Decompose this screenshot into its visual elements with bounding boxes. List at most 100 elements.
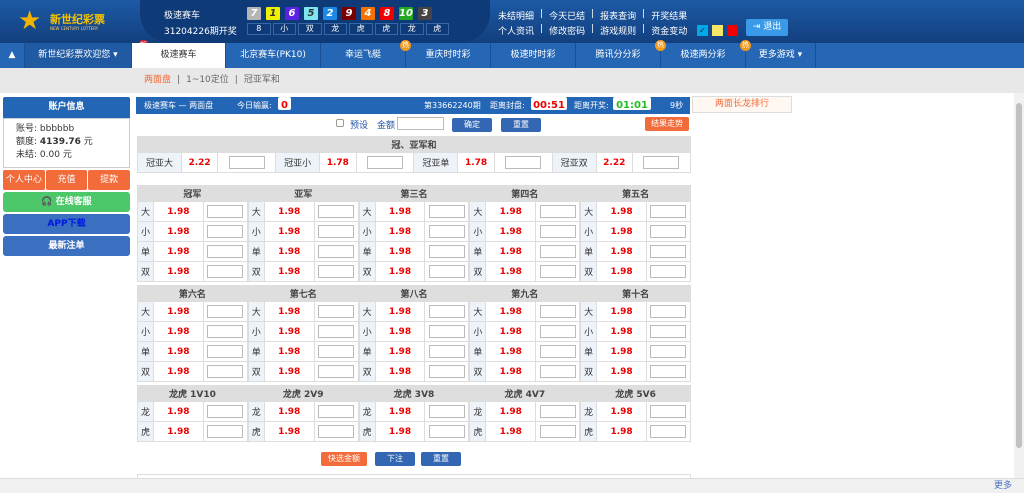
odds-value[interactable]: 1.98: [596, 261, 647, 282]
odds-value[interactable]: 1.98: [485, 361, 537, 382]
top-link[interactable]: 今天已结: [549, 12, 586, 22]
welcome-menu[interactable]: 新世纪彩票欢迎您 ▾新: [25, 40, 149, 68]
odds-value[interactable]: 1.98: [596, 301, 647, 322]
online-service-button[interactable]: 🎧 在线客服: [3, 192, 130, 212]
odds-value[interactable]: 1.98: [374, 361, 426, 382]
bet-amount-input[interactable]: [539, 305, 576, 318]
bet-amount-input[interactable]: [207, 205, 244, 218]
odds-value[interactable]: 1.98: [485, 221, 537, 242]
odds-value[interactable]: 1.98: [374, 341, 426, 362]
bet-amount-input[interactable]: [539, 225, 576, 238]
odds-value[interactable]: 1.98: [374, 401, 426, 422]
reset-bets-button[interactable]: 重置: [421, 452, 461, 466]
theme-blue-button[interactable]: ✓: [697, 25, 708, 36]
odds-value[interactable]: 1.98: [485, 321, 537, 342]
more-link[interactable]: 更多: [993, 481, 1012, 491]
odds-value[interactable]: 1.98: [374, 421, 426, 442]
odds-value[interactable]: 1.98: [263, 341, 315, 362]
bet-amount-input[interactable]: [650, 245, 687, 258]
odds-value[interactable]: 1.98: [263, 421, 315, 442]
odds-value[interactable]: 1.98: [153, 221, 204, 242]
odds-value[interactable]: 1.98: [485, 261, 537, 282]
bet-amount-input[interactable]: [539, 345, 576, 358]
odds-value[interactable]: 1.98: [596, 321, 647, 342]
preset-checkbox[interactable]: [336, 119, 344, 127]
tab-game[interactable]: 更多游戏 ▾: [746, 43, 816, 68]
bet-amount-input[interactable]: [318, 345, 355, 358]
bet-amount-input[interactable]: [318, 205, 355, 218]
bet-amount-input[interactable]: [318, 325, 355, 338]
odds-value[interactable]: 1.98: [153, 361, 204, 382]
odds-value[interactable]: 1.98: [263, 401, 315, 422]
bet-amount-input[interactable]: [428, 245, 465, 258]
quick-amount-button[interactable]: 快选金额: [321, 452, 367, 466]
bet-amount-input[interactable]: [539, 405, 576, 418]
bet-amount-input[interactable]: [539, 425, 576, 438]
bet-amount-input[interactable]: [428, 405, 465, 418]
logout-button[interactable]: ⇥ 退出: [746, 19, 788, 36]
tab-game[interactable]: 极速时时彩: [491, 43, 576, 68]
bet-amount-input[interactable]: [650, 365, 687, 378]
odds-value[interactable]: 1.98: [596, 241, 647, 262]
bet-amount-input[interactable]: [650, 425, 687, 438]
odds-value[interactable]: 1.98: [485, 401, 537, 422]
odds-value[interactable]: 1.98: [153, 321, 204, 342]
odds-value[interactable]: 1.98: [485, 421, 537, 442]
bet-amount-input[interactable]: [318, 305, 355, 318]
odds-value[interactable]: 1.98: [596, 221, 647, 242]
scrollbar[interactable]: [1014, 93, 1024, 478]
odds-value[interactable]: 1.98: [596, 201, 647, 222]
bet-amount-input[interactable]: [318, 265, 355, 278]
bet-amount-input[interactable]: [207, 425, 244, 438]
bet-amount-input[interactable]: [650, 325, 687, 338]
reset-button[interactable]: 重置: [501, 118, 541, 132]
odds-value[interactable]: 1.98: [263, 321, 315, 342]
bet-amount-input[interactable]: [650, 265, 687, 278]
subnav-link[interactable]: 1~10定位: [186, 75, 229, 85]
odds-value[interactable]: 1.98: [596, 421, 647, 442]
odds-value[interactable]: 1.98: [596, 341, 647, 362]
odds-value[interactable]: 1.98: [374, 321, 426, 342]
odds-value[interactable]: 1.98: [374, 261, 426, 282]
scrollbar-thumb[interactable]: [1016, 103, 1022, 448]
latest-bets-button[interactable]: 最新注单: [3, 236, 130, 256]
top-link[interactable]: 资金变动: [651, 27, 688, 37]
tab-game[interactable]: 重庆时时彩: [406, 43, 491, 68]
bet-amount-input[interactable]: [650, 225, 687, 238]
odds-value[interactable]: 1.98: [485, 301, 537, 322]
bet-amount-input[interactable]: [428, 325, 465, 338]
top-link[interactable]: 修改密码: [549, 27, 586, 37]
bet-amount-input[interactable]: [228, 156, 265, 169]
bet-amount-input[interactable]: [650, 305, 687, 318]
odds-value[interactable]: 1.98: [153, 401, 204, 422]
bet-amount-input[interactable]: [318, 425, 355, 438]
odds-value[interactable]: 1.98: [263, 301, 315, 322]
theme-yellow-button[interactable]: [712, 25, 723, 36]
odds-value[interactable]: 1.98: [153, 301, 204, 322]
tab-game[interactable]: 腾讯分分彩 热: [576, 40, 666, 68]
results-trend-button[interactable]: 结果走势: [645, 117, 689, 131]
subnav-link[interactable]: 冠亚军和: [243, 75, 280, 85]
odds-value[interactable]: 1.98: [374, 241, 426, 262]
top-link[interactable]: 个人资讯: [498, 27, 535, 37]
tab-game[interactable]: 北京赛车(PK10): [226, 43, 321, 68]
deposit-button[interactable]: 充值: [45, 170, 88, 190]
bet-amount-input[interactable]: [428, 225, 465, 238]
bet-amount-input[interactable]: [207, 265, 244, 278]
odds-value[interactable]: 1.98: [263, 201, 315, 222]
bet-amount-input[interactable]: [428, 265, 465, 278]
bet-amount-input[interactable]: [505, 156, 542, 169]
bet-amount-input[interactable]: [539, 325, 576, 338]
bet-amount-input[interactable]: [207, 365, 244, 378]
dragon-ranking-button[interactable]: 两面长龙排行: [692, 96, 792, 113]
odds-value[interactable]: 1.98: [153, 201, 204, 222]
tab-game[interactable]: 极速两分彩 热: [661, 40, 751, 68]
odds-value[interactable]: 1.98: [374, 301, 426, 322]
odds-value[interactable]: 1.98: [153, 421, 204, 442]
odds-value[interactable]: 1.98: [263, 261, 315, 282]
odds-value[interactable]: 1.98: [263, 221, 315, 242]
top-link[interactable]: 开奖结果: [651, 12, 688, 22]
personal-center-button[interactable]: 个人中心: [3, 170, 45, 190]
bet-amount-input[interactable]: [650, 205, 687, 218]
subnav-link[interactable]: 两面盘: [144, 75, 172, 85]
